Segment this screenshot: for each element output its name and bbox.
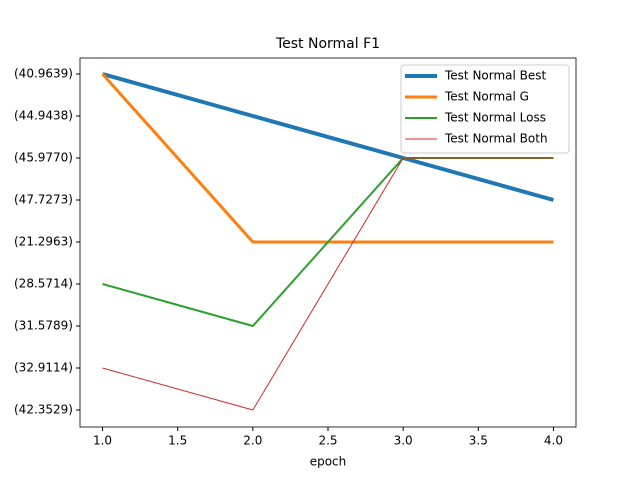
y-tick-label: (40.9639) [14, 67, 73, 81]
legend-label: Test Normal G [444, 90, 529, 104]
x-tick-label: 3.5 [469, 434, 488, 448]
legend-label: Test Normal Both [444, 132, 548, 146]
chart-title: Test Normal F1 [275, 36, 380, 52]
y-tick-label: (45.9770) [14, 151, 73, 165]
y-tick-label: (21.2963) [14, 235, 73, 249]
x-tick-label: 3.0 [394, 434, 413, 448]
y-tick-label: (32.9114) [14, 361, 73, 375]
line [102, 157, 554, 411]
x-tick-label: 1.0 [93, 434, 112, 448]
legend-label: Test Normal Loss [444, 111, 546, 125]
legend-label: Test Normal Best [444, 69, 547, 83]
x-tick-label: 2.5 [318, 434, 337, 448]
x-axis-label: epoch [310, 455, 347, 469]
x-tick-label: 2.0 [243, 434, 262, 448]
y-tick-label: (42.3529) [14, 403, 73, 417]
x-tick-label: 1.5 [168, 434, 187, 448]
y-tick-label: (44.9438) [14, 109, 73, 123]
axes-frame [79, 57, 577, 428]
y-tick-label: (31.5789) [14, 319, 73, 333]
y-tick-label: (28.5714) [14, 277, 73, 291]
x-tick-label: 4.0 [544, 434, 563, 448]
y-tick-label: (47.7273) [14, 193, 73, 207]
legend-box [400, 64, 570, 154]
line [102, 72, 554, 202]
